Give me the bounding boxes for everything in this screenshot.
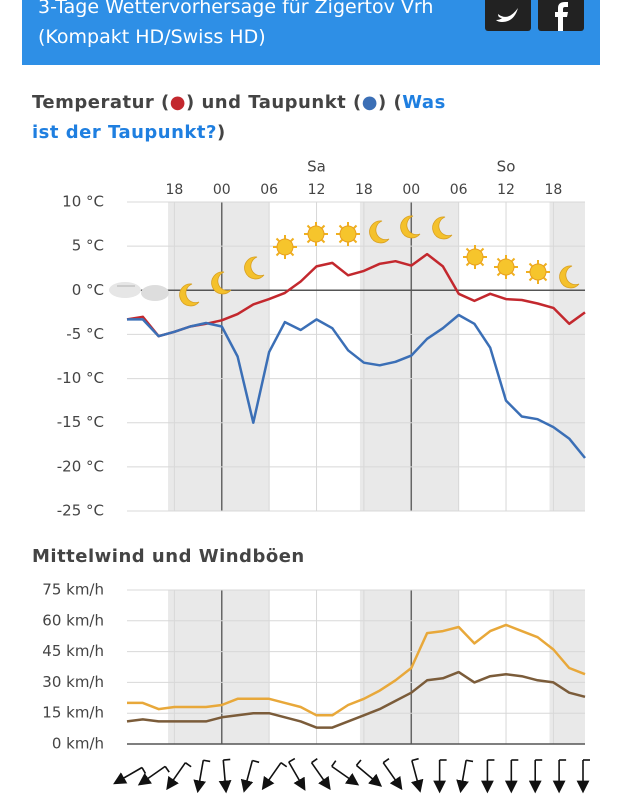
wind-arrow [193,759,211,794]
y-tick-label: -20 °C [57,457,104,475]
twitter-button[interactable] [485,0,531,31]
wind-arrow [576,759,590,794]
arrow-shaft [288,761,306,791]
x-tick-label: 06 [450,182,468,198]
title-text: Mittelwind und Windböen [32,546,305,567]
wind-arrow [481,759,495,794]
y-tick-label: 60 km/h [42,611,104,629]
arrow-barb [331,760,337,767]
arrow-barb [382,758,390,764]
wind-arrow [552,759,567,794]
wind-arrow [240,759,260,793]
wind-arrow [331,760,360,786]
arrow-barb [141,767,147,774]
day-label: Sa [307,158,326,176]
x-tick-label: 18 [355,182,373,198]
x-tick-label: 00 [402,182,420,198]
x-tick-label: 18 [544,182,562,198]
arrow-barb [280,762,288,768]
y-tick-label: 75 km/h [42,581,104,599]
arrow-barb [355,759,362,766]
arrow-shaft [240,760,254,793]
night-band [168,202,270,511]
wind-arrow [411,757,424,793]
wind-arrow [355,759,383,787]
arrow-shaft [331,765,360,786]
arrow-barb [164,765,170,773]
arrow-shaft [456,760,469,794]
title-text: ) [216,122,226,143]
chart-title: Mittelwind und Windböen [32,542,305,572]
title-text: ) und Taupunkt ( [185,92,362,113]
wind-arrow [288,757,306,791]
arrow-shaft [193,760,207,794]
wind-arrow [166,762,192,791]
title-text: Temperatur ( [32,92,170,113]
arrow-shaft [411,760,424,793]
chart-title: Temperatur (●) und Taupunkt (●) (Was ist… [32,88,452,148]
arrow-barb [223,758,231,761]
title-text: ) ( [377,92,403,113]
wind-arrow [456,759,474,794]
legend-dot: ● [169,92,186,113]
arrow-shaft [218,759,232,794]
y-tick-label: -25 °C [57,502,104,520]
arrow-barb [411,757,419,762]
x-tick-label: 06 [260,182,278,198]
header-banner: 3-Tage Wettervorhersage für Zigertov Vrh… [22,0,600,65]
arrow-barb [203,759,211,763]
arrow-barb [252,759,260,764]
wind-arrow [504,759,519,794]
help-link[interactable]: Was ist der Taupunkt? [32,92,446,143]
y-tick-label: 45 km/h [42,642,104,660]
facebook-button[interactable] [538,0,584,31]
y-tick-label: -10 °C [57,369,104,387]
y-tick-label: 10 °C [62,193,104,211]
night-band [549,202,585,511]
wind-arrow [113,766,147,785]
legend-dot: ● [361,92,378,113]
night-band [359,590,459,744]
title: 3-Tage Wettervorhersage für Zigertov Vrh [38,0,434,18]
series-line [127,623,586,717]
wind-arrow [310,758,331,791]
day-label: So [497,158,516,176]
y-tick-label: 30 km/h [42,673,104,691]
arrow-shaft [261,762,282,791]
y-tick-label: 5 °C [72,237,104,255]
arrow-shaft [382,762,403,791]
x-tick-label: 18 [165,182,183,198]
arrow-shaft [310,762,331,791]
arrow-barb [288,757,296,763]
weather-icons [109,215,580,307]
y-tick-label: 0 km/h [52,735,104,753]
arrow-barb [311,758,318,764]
x-tick-label: 12 [308,182,326,198]
arrow-shaft [355,764,383,787]
wind-arrow [528,759,543,794]
x-tick-label: 00 [213,182,231,198]
wind-arrow [218,758,232,794]
y-tick-label: -15 °C [57,413,104,431]
arrow-shaft [113,766,143,785]
arrow-barb [184,762,192,768]
series-line [126,670,586,729]
x-tick-label: 12 [497,182,515,198]
y-tick-label: -5 °C [66,325,104,343]
cloud-icon [109,282,169,301]
y-tick-label: 0 °C [72,281,104,299]
wind-arrow [382,758,403,791]
wind-arrow [433,759,447,794]
wind-arrow [137,765,170,786]
arrow-shaft [137,765,166,786]
wind-arrow [261,762,288,791]
subtitle: (Kompakt HD/Swiss HD) [38,26,266,48]
arrow-barb [465,759,474,763]
header-title: 3-Tage Wettervorhersage für Zigertov Vrh… [38,0,433,52]
arrow-shaft [166,762,187,791]
y-tick-label: 15 km/h [42,704,104,722]
series-line [127,313,586,459]
